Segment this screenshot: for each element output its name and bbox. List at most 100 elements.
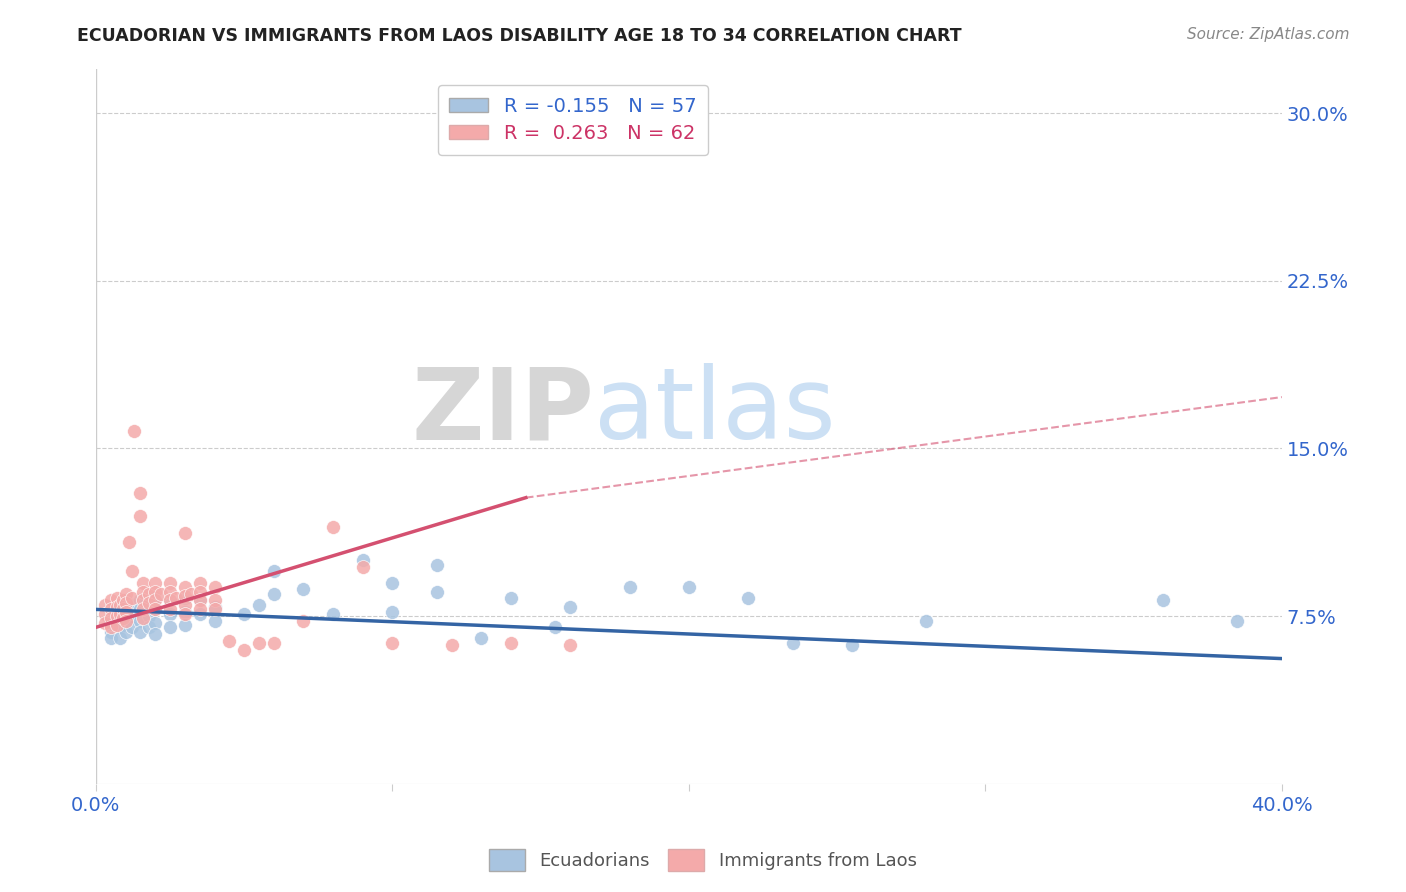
Point [173,589,195,603]
Point [114,596,136,610]
Point [180,587,202,601]
Point [111,593,134,607]
Point [159,584,181,599]
Point [94,615,117,630]
Point [94,607,117,621]
Point [499,636,522,650]
Point [173,526,195,541]
Point [292,582,315,597]
Point [173,605,195,619]
Point [841,638,863,652]
Point [111,611,134,625]
Point [678,580,700,594]
Point [138,609,160,624]
Point [129,508,152,523]
Point [114,624,136,639]
Point [381,575,404,590]
Point [108,620,131,634]
Point [121,565,143,579]
Point [173,607,195,621]
Point [100,624,122,639]
Point [100,609,122,624]
Point [138,620,160,634]
Point [129,593,152,607]
Point [132,602,155,616]
Point [111,602,134,616]
Point [263,587,285,601]
Point [233,607,256,621]
Point [263,636,285,650]
Point [105,591,128,606]
Point [470,632,492,646]
Point [352,553,374,567]
Point [143,615,166,630]
Point [121,598,143,612]
Point [143,593,166,607]
Point [105,609,128,624]
Point [426,584,449,599]
Point [173,591,195,606]
Point [544,620,567,634]
Point [143,591,166,606]
Point [138,598,160,612]
Point [159,602,181,616]
Point [188,575,211,590]
Point [188,584,211,599]
Point [188,593,211,607]
Point [440,638,463,652]
Point [173,580,195,594]
Point [150,587,173,601]
Point [94,598,117,612]
Point [143,584,166,599]
Point [132,593,155,607]
Point [143,602,166,616]
Point [352,560,374,574]
Point [129,486,152,500]
Point [426,558,449,572]
Point [159,575,181,590]
Point [560,638,582,652]
Point [117,535,139,549]
Point [204,580,226,594]
Point [737,591,759,606]
Point [108,609,131,624]
Point [129,614,152,628]
Point [204,600,226,615]
Point [124,424,146,438]
Point [322,519,344,533]
Point [121,591,143,606]
Point [100,593,122,607]
Point [100,620,122,634]
Point [159,607,181,621]
Point [263,565,285,579]
Point [1152,593,1174,607]
Point [132,584,155,599]
Point [218,633,240,648]
Point [100,615,122,630]
Point [322,607,344,621]
Point [108,598,131,612]
Point [121,620,143,634]
Point [173,618,195,632]
Text: ZIP: ZIP [411,363,593,460]
Point [114,593,136,607]
Text: Source: ZipAtlas.com: Source: ZipAtlas.com [1187,27,1350,42]
Point [129,602,152,616]
Point [619,580,641,594]
Point [108,598,131,612]
Point [129,624,152,639]
Point [114,602,136,616]
Point [114,605,136,619]
Point [173,598,195,612]
Point [143,602,166,616]
Point [132,575,155,590]
Point [165,591,187,606]
Point [915,614,938,628]
Point [143,627,166,641]
Point [105,618,128,632]
Point [204,602,226,616]
Point [1226,614,1249,628]
Point [247,598,270,612]
Legend: Ecuadorians, Immigrants from Laos: Ecuadorians, Immigrants from Laos [482,842,924,879]
Point [121,609,143,624]
